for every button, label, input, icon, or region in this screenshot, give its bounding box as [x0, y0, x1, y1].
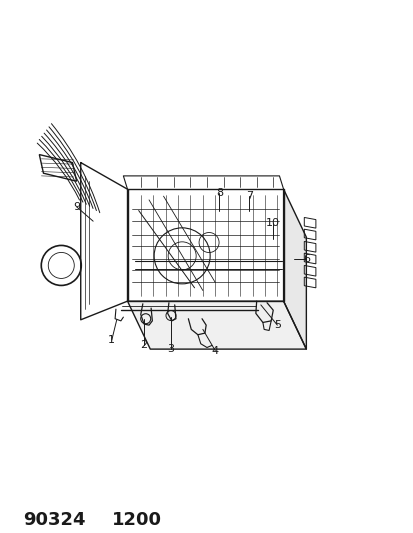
Text: 6: 6	[302, 254, 309, 263]
Text: 9: 9	[73, 202, 80, 212]
Polygon shape	[283, 189, 306, 349]
Text: 1: 1	[108, 335, 115, 345]
Text: 90324: 90324	[23, 511, 85, 529]
Text: 5: 5	[273, 320, 280, 330]
Polygon shape	[304, 217, 315, 228]
Text: 2: 2	[140, 341, 147, 350]
Polygon shape	[304, 229, 315, 240]
Polygon shape	[304, 253, 315, 264]
Text: 4: 4	[211, 346, 218, 356]
Polygon shape	[127, 189, 283, 301]
Polygon shape	[304, 277, 315, 288]
Text: 8: 8	[215, 188, 223, 198]
Text: 10: 10	[266, 218, 280, 228]
Text: 1200: 1200	[112, 511, 161, 529]
Polygon shape	[39, 155, 76, 181]
Text: 3: 3	[167, 344, 173, 354]
Polygon shape	[304, 265, 315, 276]
Polygon shape	[304, 241, 315, 252]
Polygon shape	[127, 301, 306, 349]
Text: 7: 7	[245, 191, 252, 201]
